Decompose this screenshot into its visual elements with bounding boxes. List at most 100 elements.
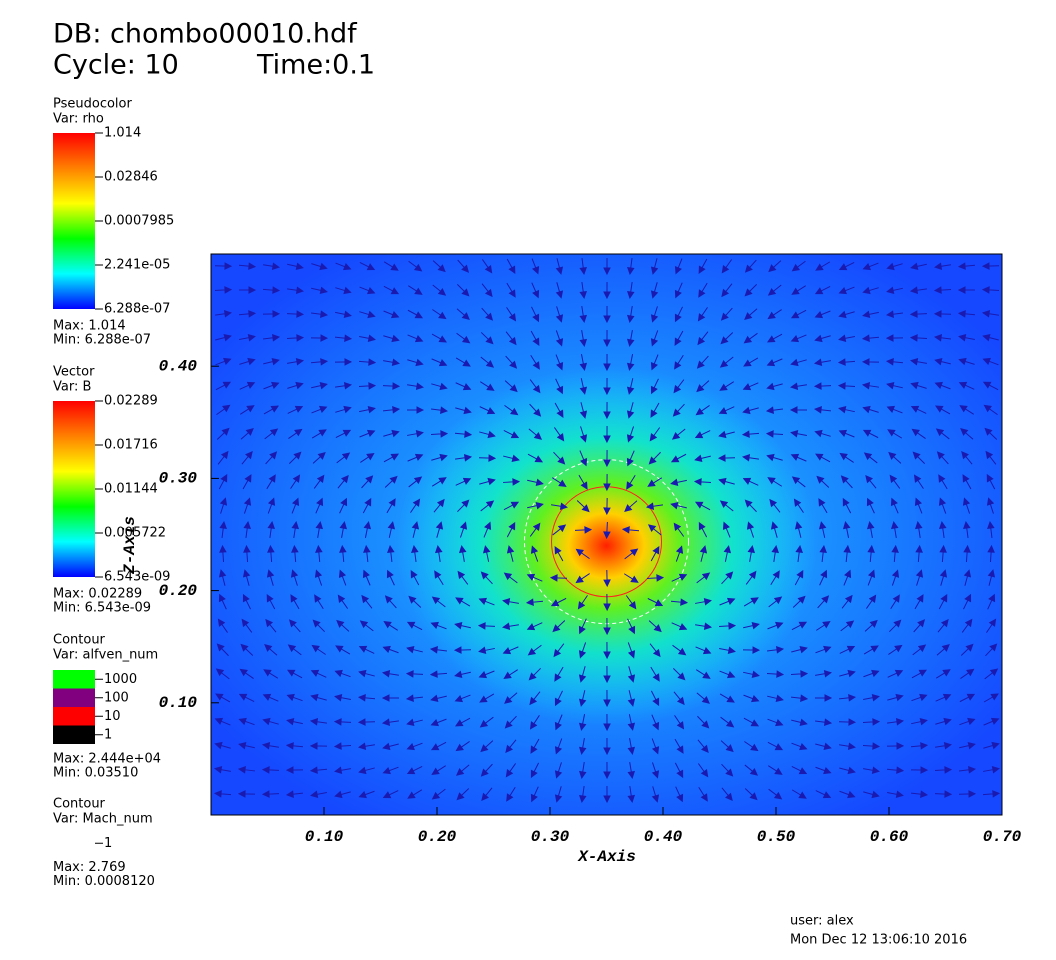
legend-title: Pseudocolor: [53, 97, 132, 112]
field-arrow: [478, 670, 495, 679]
field-arrow: [603, 401, 611, 420]
field-arrow: [791, 285, 807, 295]
field-arrow: [339, 544, 347, 563]
colorbar-label: 2.241e-05: [104, 258, 170, 273]
field-arrow: [840, 620, 855, 632]
field-arrow: [864, 619, 878, 632]
field-arrow: [529, 403, 542, 417]
field-arrow: [579, 282, 587, 300]
field-arrow: [291, 520, 299, 538]
field-arrow: [335, 405, 352, 414]
field-arrow: [266, 593, 276, 610]
field-arrow: [264, 644, 278, 656]
field-arrow: [238, 693, 255, 703]
field-arrow: [743, 332, 758, 344]
field-arrow: [578, 714, 587, 731]
field-arrow: [744, 788, 758, 801]
field-arrow: [554, 666, 564, 682]
field-arrow: [530, 786, 539, 803]
colorbar: [53, 401, 95, 577]
field-arrow: [674, 282, 683, 299]
field-arrow: [627, 666, 636, 683]
field-arrow: [938, 474, 948, 490]
field-arrow: [315, 497, 324, 514]
legend-min: Min: 6.288e-07: [53, 333, 151, 348]
field-arrow: [744, 764, 759, 776]
field-arrow: [815, 742, 832, 751]
field-arrow: [648, 620, 662, 633]
field-arrow: [626, 354, 635, 371]
field-arrow: [886, 742, 905, 750]
field-arrow: [743, 670, 760, 679]
field-arrow: [432, 260, 446, 273]
field-arrow: [382, 766, 399, 775]
field-arrow: [626, 330, 635, 347]
field-arrow: [287, 262, 304, 271]
field-arrow: [670, 478, 687, 487]
field-arrow: [719, 597, 736, 606]
field-arrow: [867, 569, 876, 586]
field-arrow: [263, 381, 280, 390]
field-arrow: [579, 450, 588, 467]
field-arrow: [554, 738, 563, 755]
field-arrow: [770, 570, 780, 586]
field-arrow: [287, 286, 305, 294]
field-arrow: [267, 497, 276, 514]
field-arrow: [935, 405, 951, 415]
field-arrow: [743, 621, 760, 630]
field-arrow: [981, 262, 1000, 270]
field-arrow: [885, 358, 904, 366]
field-arrow: [526, 573, 543, 582]
field-arrow: [215, 357, 232, 366]
field-arrow: [290, 474, 301, 489]
field-arrow: [627, 738, 636, 755]
field-arrow: [886, 405, 903, 414]
field-arrow: [478, 597, 495, 606]
field-arrow: [334, 358, 353, 366]
field-arrow: [358, 382, 377, 390]
field-arrow: [696, 380, 710, 393]
field-arrow: [909, 310, 928, 318]
field-arrow: [933, 262, 951, 270]
field-arrow: [241, 618, 253, 633]
field-arrow: [528, 428, 543, 440]
field-arrow: [406, 765, 423, 775]
field-arrow: [815, 790, 832, 799]
field-arrow: [862, 718, 881, 726]
field-arrow: [479, 477, 496, 486]
field-arrow: [627, 618, 636, 635]
field-arrow: [455, 764, 470, 776]
field-arrow: [723, 545, 732, 562]
field-arrow: [261, 766, 280, 774]
field-arrow: [819, 569, 828, 586]
field-arrow: [627, 258, 635, 276]
field-arrow: [959, 693, 976, 703]
field-arrow: [291, 544, 299, 563]
field-arrow: [406, 742, 423, 751]
field-arrow: [453, 646, 472, 654]
field-arrow: [239, 333, 256, 342]
field-arrow: [578, 618, 587, 635]
field-arrow: [648, 451, 661, 465]
field-arrow: [744, 741, 759, 752]
field-arrow: [866, 497, 875, 514]
field-arrow: [934, 790, 953, 798]
field-arrow: [309, 718, 327, 726]
field-arrow: [626, 402, 635, 419]
field-arrow: [314, 569, 323, 586]
field-arrow: [481, 259, 493, 274]
field-arrow: [335, 382, 353, 390]
field-arrow: [839, 742, 857, 750]
field-arrow: [215, 668, 230, 680]
field-arrow: [768, 260, 782, 273]
field-arrow: [673, 691, 685, 706]
field-arrow: [650, 354, 659, 371]
field-arrow: [315, 521, 324, 538]
field-arrow: [311, 286, 328, 295]
date: Mon Dec 12 13:06:10 2016: [790, 933, 967, 948]
field-arrow: [694, 501, 711, 511]
field-arrow: [914, 497, 923, 514]
field-arrow: [359, 429, 376, 438]
field-arrow: [387, 521, 396, 538]
field-arrow: [214, 717, 231, 726]
